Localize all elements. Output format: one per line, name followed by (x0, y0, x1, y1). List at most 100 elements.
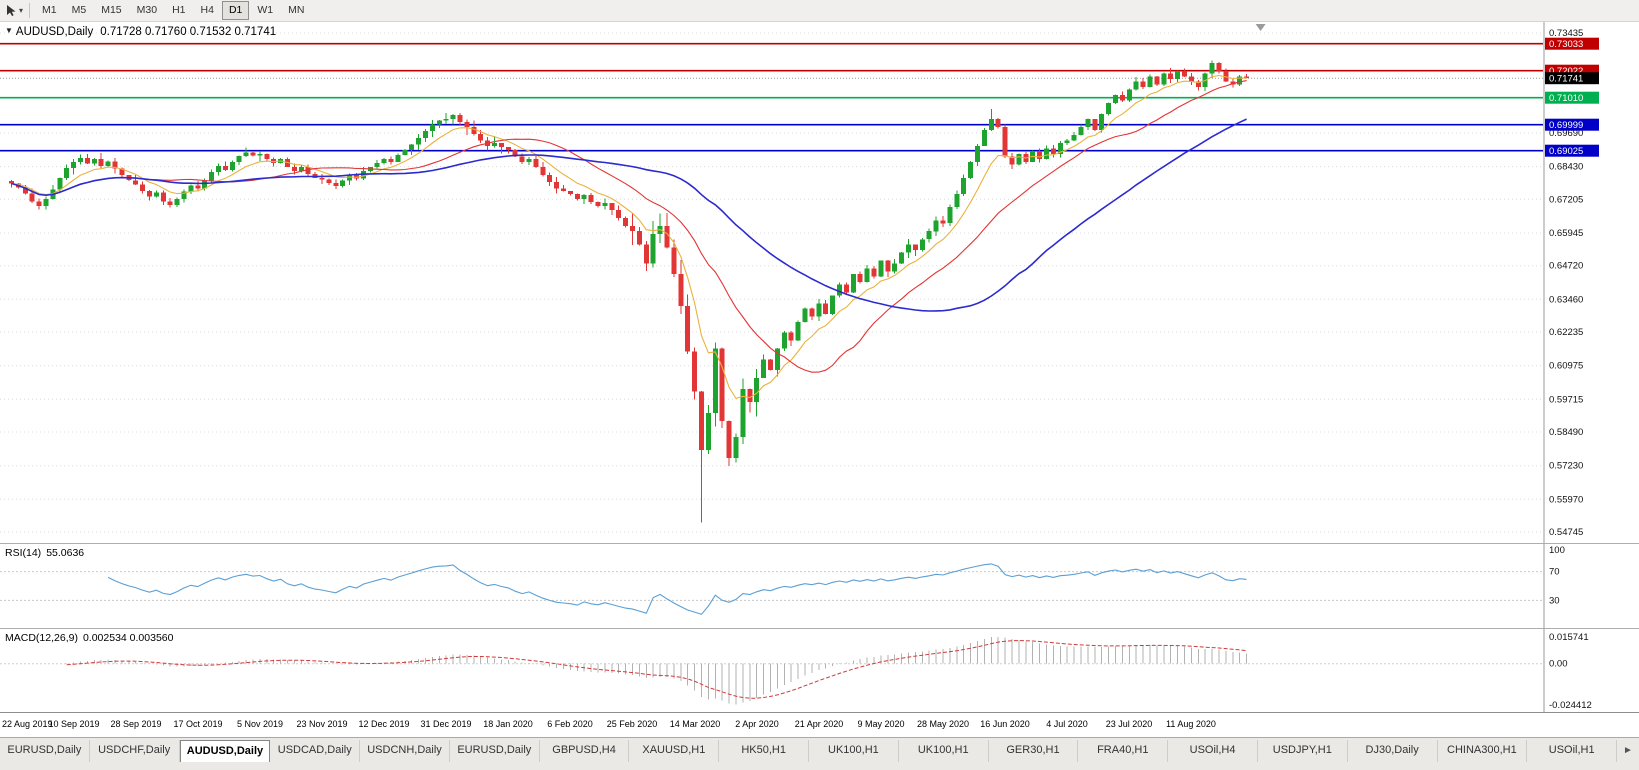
svg-text:0.73033: 0.73033 (1549, 39, 1583, 50)
macd-axis-label: -0.024412 (1549, 700, 1592, 711)
price-axis-label: 0.68430 (1549, 162, 1583, 173)
date-axis-label: 18 Jan 2020 (483, 719, 533, 729)
date-axis-label: 4 Jul 2020 (1046, 719, 1088, 729)
rsi-indicator-panel: 100 70 30 RSI(14) 55.0636 (0, 543, 1639, 628)
price-axis-label: 0.73435 (1549, 28, 1583, 39)
chevron-down-icon[interactable]: ▾ (19, 6, 24, 15)
rsi-label-row: RSI(14) 55.0636 (5, 547, 84, 559)
chart-tab-gbpusd-h4[interactable]: GBPUSD,H4 (540, 740, 630, 762)
chart-tab-dj30-daily[interactable]: DJ30,Daily (1348, 740, 1438, 762)
svg-text:0.69025: 0.69025 (1549, 146, 1583, 157)
macd-axis-label: 0.015741 (1549, 632, 1589, 643)
price-axis-label: 0.64720 (1549, 261, 1583, 272)
symbol-ohlc-label: ▼ AUDUSD,Daily 0.71728 0.71760 0.71532 0.7… (5, 26, 276, 38)
date-axis-label: 11 Aug 2020 (1166, 719, 1216, 729)
chart-tab-hk50-h1[interactable]: HK50,H1 (719, 740, 810, 762)
date-axis-label: 12 Dec 2019 (358, 719, 410, 729)
price-line-badge (1545, 72, 1599, 85)
date-axis-label: 6 Feb 2020 (547, 719, 593, 729)
date-axis-label: 21 Apr 2020 (794, 719, 844, 729)
chart-tab-uk100-h1[interactable]: UK100,H1 (809, 740, 899, 762)
price-line-badge (1545, 118, 1599, 131)
price-chart-canvas[interactable]: 0.73435 0.69690 0.68430 0.67205 0.65945 0.647… (0, 22, 1639, 543)
timeframe-button-w1[interactable]: W1 (257, 4, 274, 17)
timeframe-button-m5[interactable]: M5 (71, 4, 87, 17)
price-axis-label: 0.62235 (1549, 327, 1583, 338)
chart-tab-eurusd-daily[interactable]: EURUSD,Daily (0, 740, 90, 762)
time-axis[interactable]: 22 Aug 2019 10 Sep 2019 28 Sep 2019 17 Oct … (0, 712, 1639, 737)
timeframe-button-h1[interactable]: H1 (172, 4, 186, 17)
rsi-canvas[interactable]: 100 70 30 (0, 544, 1639, 628)
date-axis-label: 22 Aug 2019 (2, 719, 53, 729)
price-axis-label: 0.54745 (1549, 527, 1583, 538)
timeframe-button-m30[interactable]: M30 (136, 4, 158, 17)
rsi-axis-label: 70 (1549, 567, 1560, 578)
price-line-badge (1545, 144, 1599, 157)
price-axis-label: 0.63460 (1549, 294, 1583, 305)
date-axis-label: 25 Feb 2020 (606, 719, 658, 729)
chart-tab-usoil-h1[interactable]: USOil,H1 (1527, 740, 1618, 762)
chart-tab-bar: EURUSD,Daily USDCHF,Daily AUDUSD,Daily USDC… (0, 737, 1639, 770)
date-axis-label: 5 Nov 2019 (236, 719, 284, 729)
price-axis-label: 0.55970 (1549, 494, 1583, 505)
rsi-label: RSI(14) (5, 547, 42, 559)
chart-tab-china300-h1[interactable]: CHINA300,H1 (1438, 740, 1528, 762)
timeframe-button-mn[interactable]: MN (288, 4, 305, 17)
price-axis-label: 0.58490 (1549, 427, 1583, 438)
price-axis-label: 0.60975 (1549, 361, 1583, 372)
macd-indicator-panel: 0.015741 0.00 -0.024412 MACD(12,26,9) 0.002… (0, 628, 1639, 712)
price-axis-label: 0.67205 (1549, 194, 1583, 205)
price-line-badge (1545, 91, 1599, 104)
symbol-name: AUDUSD,Daily (15, 26, 94, 38)
svg-text:0.72022: 0.72022 (1549, 66, 1583, 77)
timeframe-button-h4[interactable]: H4 (200, 4, 214, 17)
date-axis-label: 2 Apr 2020 (735, 719, 779, 729)
chart-tab-usdchf-daily[interactable]: USDCHF,Daily (90, 740, 180, 762)
tabs-scroll-right-icon[interactable]: ► (1623, 745, 1633, 756)
pointer-icon (7, 5, 16, 16)
ohlc-values: 0.71728 0.71760 0.71532 0.71741 (100, 26, 277, 38)
rsi-value: 55.0636 (46, 547, 85, 559)
date-axis-label: 10 Sep 2019 (48, 719, 100, 729)
price-axis-label: 0.65945 (1549, 228, 1583, 239)
timeframe-button-m15[interactable]: M15 (101, 4, 122, 17)
timeframe-button-m1[interactable]: M1 (42, 4, 57, 17)
timeframe-button-d1[interactable]: D1 (221, 1, 250, 20)
price-axis-label: 0.57230 (1549, 461, 1583, 472)
chart-tab-usoil-h4[interactable]: USOil,H4 (1168, 740, 1258, 762)
chart-tab-fra40-h1[interactable]: FRA40,H1 (1078, 740, 1169, 762)
rsi-axis-label: 100 (1549, 545, 1565, 556)
macd-label: MACD(12,26,9) (5, 632, 78, 644)
svg-text:0.71741: 0.71741 (1549, 74, 1583, 85)
date-axis-label: 28 May 2020 (916, 719, 970, 729)
macd-values: 0.002534 0.003560 (82, 632, 174, 644)
date-axis-label: 9 May 2020 (857, 719, 905, 729)
chart-tab-eurusd-daily[interactable]: EURUSD,Daily (450, 740, 540, 762)
svg-text:0.71010: 0.71010 (1549, 93, 1583, 104)
date-axis-label: 31 Dec 2019 (420, 719, 472, 729)
cursor-tool-icon[interactable] (5, 4, 18, 17)
rsi-axis-label: 30 (1549, 595, 1560, 606)
toolbar-separator (29, 3, 31, 18)
macd-axis-label: 0.00 (1549, 659, 1568, 670)
macd-label-row: MACD(12,26,9) 0.002534 0.003560 (5, 632, 173, 644)
price-axis-label: 0.69690 (1549, 128, 1583, 139)
date-axis-label: 16 Jun 2020 (980, 719, 1030, 729)
chart-tab-usdcad-daily[interactable]: USDCAD,Daily (270, 740, 361, 762)
date-axis-label: 23 Nov 2019 (296, 719, 348, 729)
chart-tab-audusd-daily[interactable]: AUDUSD,Daily (179, 740, 271, 762)
symbol-marker-icon: ▼ (5, 26, 13, 35)
chart-tab-ger30-h1[interactable]: GER30,H1 (989, 740, 1079, 762)
chart-tab-xauusd-h1[interactable]: XAUUSD,H1 (629, 740, 720, 762)
timeframe-buttons: M1 M5 M15 M30 H1 H4 D1 W1 MN (35, 1, 311, 20)
date-axis-label: 14 Mar 2020 (669, 719, 721, 729)
svg-text:0.69999: 0.69999 (1549, 120, 1583, 131)
top-toolbar: ▾ M1 M5 M15 M30 H1 H4 D1 W1 MN (0, 0, 1639, 22)
macd-canvas[interactable]: 0.015741 0.00 -0.024412 (0, 629, 1639, 712)
chart-tab-usdcnh-daily[interactable]: USDCNH,Daily (360, 740, 450, 762)
chart-tab-usdjpy-h1[interactable]: USDJPY,H1 (1258, 740, 1348, 762)
price-line-badge (1545, 37, 1599, 50)
date-axis-label: 23 Jul 2020 (1105, 719, 1153, 729)
chart-tabs: EURUSD,Daily USDCHF,Daily AUDUSD,Daily USDC… (0, 740, 1618, 762)
chart-tab-uk100-h1[interactable]: UK100,H1 (899, 740, 989, 762)
